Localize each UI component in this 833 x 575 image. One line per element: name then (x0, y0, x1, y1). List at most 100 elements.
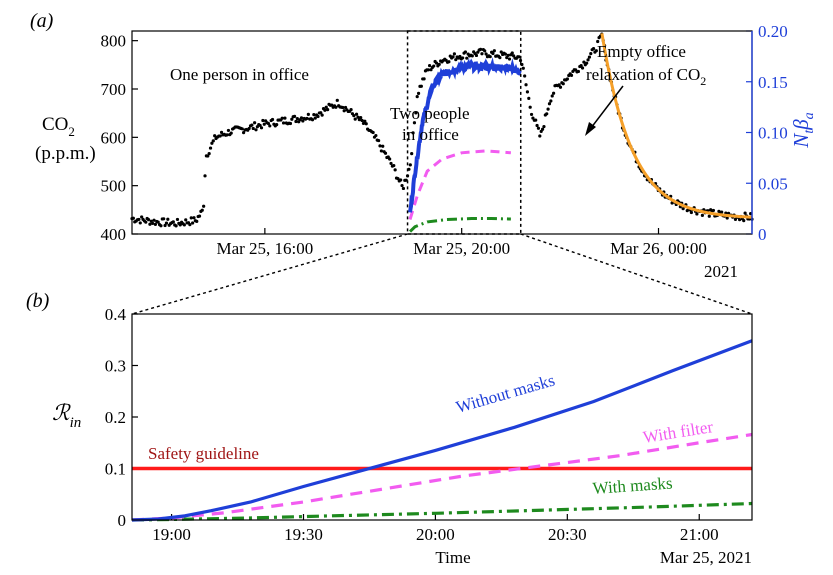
co2-measured-point (579, 64, 583, 68)
co2-measured-point (319, 111, 323, 115)
co2-measured-point (594, 49, 598, 53)
b-y-tick-label: 0.1 (105, 460, 126, 479)
co2-measured-point (310, 118, 315, 122)
co2-measured-point (521, 66, 525, 70)
b-x-tick-label: 19:30 (284, 525, 323, 544)
b-y-tick-label: 0.3 (105, 357, 126, 376)
co2-measured-point (465, 56, 469, 60)
co2-measured-point (210, 141, 214, 145)
co2-measured-point (207, 151, 211, 156)
co2-measured-point (258, 123, 262, 128)
co2-measured-point (503, 52, 507, 56)
a-x-tick-label: Mar 25, 16:00 (216, 239, 313, 258)
co2-measured-point (166, 217, 170, 221)
a-y-tick-label: 400 (101, 225, 127, 244)
co2-measured-point (188, 223, 192, 227)
co2-measured-point (306, 112, 310, 116)
co2-measured-point (137, 217, 141, 222)
co2-measured-point (410, 151, 414, 156)
a-y-tick-label: 500 (101, 177, 127, 196)
panel-b-ylabel: ℛin (52, 400, 81, 431)
co2-measured-point (171, 220, 175, 224)
co2-measured-point (275, 123, 279, 127)
co2-measured-point (312, 113, 316, 117)
co2-measured-point (288, 121, 293, 126)
co2-measured-point (527, 96, 531, 100)
panel-b-date-label: Mar 25, 2021 (660, 548, 752, 567)
co2-measured-point (428, 63, 432, 68)
co2-measured-point (349, 108, 353, 112)
co2-measured-point (156, 220, 160, 224)
co2-measured-point (342, 109, 346, 113)
co2-measured-point (294, 119, 298, 124)
a-x-tick-label: Mar 26, 00:00 (610, 239, 707, 258)
co2-measured-point (240, 127, 244, 131)
co2-measured-point (138, 221, 142, 225)
co2-measured-point (377, 138, 381, 143)
co2-measured-point (354, 112, 359, 116)
co2-measured-point (711, 208, 716, 213)
annotation-arrow-line (590, 85, 624, 129)
co2-measured-point (392, 163, 396, 168)
panel-a-ylabel-unit: (p.p.m.) (35, 143, 96, 164)
b-y-tick-label: 0.2 (105, 408, 126, 427)
co2-measured-point (478, 47, 483, 51)
co2-measured-point (356, 115, 360, 119)
co2-measured-point (434, 61, 439, 65)
co2-measured-point (547, 102, 552, 106)
co2-measured-point (422, 77, 426, 81)
co2-measured-point (151, 221, 155, 226)
co2-measured-point (374, 133, 378, 138)
co2-measured-point (458, 54, 462, 59)
label-safety-guideline: Safety guideline (148, 444, 259, 463)
zoom-connector-right (520, 233, 753, 315)
co2-measured-point (546, 107, 550, 111)
b-x-tick-label: 20:30 (548, 525, 587, 544)
co2-measured-point (290, 117, 294, 121)
co2-measured-point (162, 217, 166, 221)
panel-a-x-ticks: Mar 25, 16:00 Mar 25, 20:00 Mar 26, 00:00 (216, 228, 707, 258)
co2-measured-point (586, 58, 590, 62)
co2-measured-point (320, 113, 324, 117)
co2-measured-point (399, 178, 403, 182)
annotation-arrow-head (585, 122, 596, 136)
co2-measured-point (720, 210, 724, 214)
co2-measured-point (299, 116, 304, 120)
co2-measured-point (535, 123, 539, 128)
co2-measured-point (523, 74, 527, 78)
co2-measured-point (359, 115, 363, 120)
co2-measured-point (364, 122, 368, 126)
co2-measured-point (335, 98, 339, 102)
co2-measured-point (558, 85, 563, 89)
co2-measured-point (178, 223, 182, 227)
panel-a-highlight-box (406, 30, 522, 235)
co2-measured-point (334, 105, 338, 109)
panel-a-year-label: 2021 (704, 262, 738, 281)
label-without-masks: Without masks (454, 371, 557, 417)
co2-measured-point (447, 60, 451, 64)
co2-measured-point (569, 73, 574, 78)
co2-measured-point (182, 223, 186, 227)
co2-measured-point (378, 144, 382, 148)
co2-measured-point (689, 210, 693, 215)
b-x-tick-label: 21:00 (680, 525, 719, 544)
panel-b: (b) ℛin 0 0.1 0.2 0.3 0.4 19:00 19:30 20:00 20:… (26, 290, 753, 567)
co2-measured-point (738, 218, 742, 222)
co2-measured-point (452, 52, 456, 56)
a-relaxation-fit-line (600, 33, 752, 219)
co2-measured-point (203, 174, 207, 178)
co2-measured-point (266, 121, 270, 126)
without-masks-line (131, 339, 753, 522)
co2-measured-point (195, 219, 199, 223)
co2-measured-point (202, 204, 206, 208)
co2-measured-point (295, 116, 299, 121)
co2-measured-point (725, 216, 729, 220)
co2-measured-point (316, 114, 320, 119)
co2-measured-point (580, 66, 585, 70)
co2-measured-point (283, 116, 287, 120)
co2-measured-point (400, 183, 404, 188)
co2-measured-point (363, 119, 367, 123)
co2-measured-point (262, 122, 266, 126)
co2-measured-point (301, 119, 305, 123)
